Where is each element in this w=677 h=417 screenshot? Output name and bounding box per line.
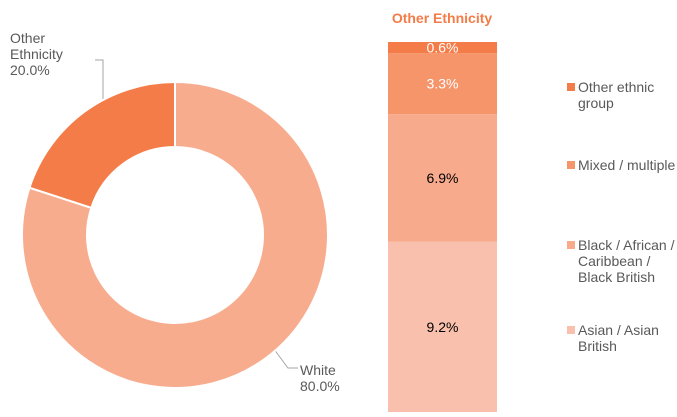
slice-label: Other Ethnicity — [10, 30, 63, 62]
bar-segment — [388, 241, 497, 412]
legend-label: Black / African / Caribbean / Black Brit… — [578, 237, 675, 285]
slice-label: White — [300, 362, 336, 378]
legend-swatch — [567, 326, 575, 334]
legend-label: Asian / Asian British — [578, 322, 659, 354]
bar-segment — [388, 42, 497, 54]
slice-value-label: 80.0% — [300, 378, 340, 394]
bar-segment — [388, 114, 497, 242]
legend-label: Other ethnic group — [578, 79, 655, 111]
legend-swatch — [567, 161, 575, 169]
donut-slice — [21, 80, 329, 389]
data-label: 9.2% — [427, 319, 459, 335]
chart-title: Other Ethnicity — [392, 10, 493, 26]
legend-swatch — [567, 241, 575, 249]
bar-segment — [388, 53, 497, 115]
data-label: 3.3% — [427, 76, 459, 92]
donut-slice — [28, 80, 176, 210]
data-label: 6.9% — [427, 170, 459, 186]
legend-swatch — [567, 83, 575, 91]
data-label: 0.6% — [427, 40, 459, 56]
slice-value-label: 20.0% — [10, 62, 50, 78]
legend-label: Mixed / multiple — [578, 157, 676, 173]
